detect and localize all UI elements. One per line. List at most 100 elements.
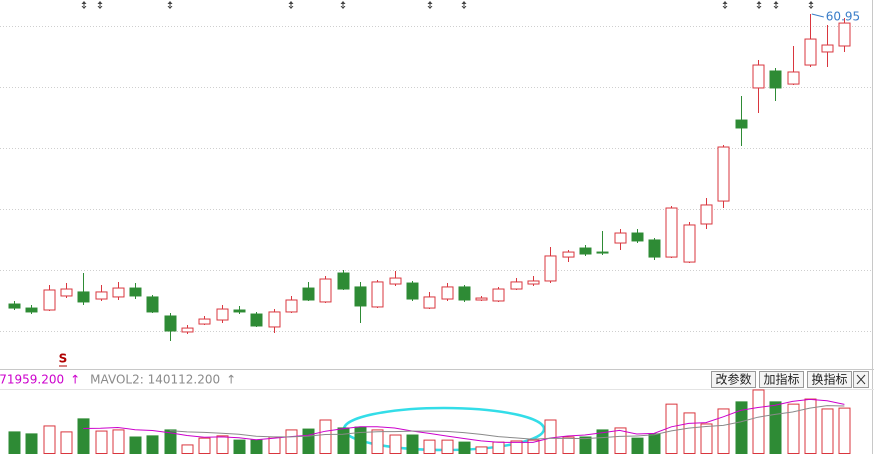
candle-body bbox=[752, 64, 765, 89]
volume-bar bbox=[77, 418, 90, 454]
candle-body bbox=[735, 119, 748, 129]
event-marker bbox=[97, 1, 103, 9]
candle-body bbox=[717, 146, 730, 202]
candle-body bbox=[268, 311, 281, 328]
candle-body bbox=[648, 239, 661, 258]
volume-bar bbox=[319, 419, 332, 454]
volume-bar bbox=[250, 439, 263, 454]
candle-body bbox=[319, 278, 332, 303]
event-marker bbox=[340, 1, 346, 9]
volume-bar bbox=[60, 431, 73, 454]
candle-body bbox=[129, 287, 142, 297]
candle-body bbox=[527, 280, 540, 285]
volume-bar bbox=[648, 433, 661, 454]
ma-legend: OL1: 171959.200 bbox=[0, 373, 64, 387]
volume-bar bbox=[441, 439, 454, 454]
candle-body bbox=[544, 255, 557, 282]
volume-bar bbox=[700, 423, 713, 454]
volume-bar bbox=[683, 412, 696, 454]
candle-body bbox=[302, 287, 315, 301]
candle-body bbox=[838, 22, 851, 47]
volume-bar bbox=[838, 407, 851, 454]
volume-bar bbox=[458, 441, 471, 454]
volume-bar bbox=[268, 436, 281, 454]
indicator-button[interactable] bbox=[759, 371, 804, 388]
candle-body bbox=[389, 277, 402, 285]
candle-body bbox=[164, 315, 177, 332]
candle-body bbox=[95, 291, 108, 300]
volume-bar bbox=[389, 434, 402, 454]
volume-bar bbox=[406, 434, 419, 454]
candle-body bbox=[146, 296, 159, 313]
volume-bar bbox=[423, 439, 436, 454]
event-marker bbox=[722, 1, 728, 9]
close-x bbox=[856, 374, 866, 385]
volume-bar bbox=[492, 441, 505, 454]
candle-body bbox=[458, 286, 471, 301]
volume-bar bbox=[25, 433, 38, 454]
candle-body bbox=[371, 281, 384, 308]
volume-bar bbox=[181, 444, 194, 454]
candle-body bbox=[614, 232, 627, 244]
event-marker bbox=[461, 1, 467, 9]
volume-bar bbox=[8, 431, 21, 454]
candle-body bbox=[579, 247, 592, 255]
candle-body bbox=[233, 309, 246, 313]
candle-body bbox=[337, 272, 350, 290]
volume-bar bbox=[146, 435, 159, 454]
volume-bar bbox=[198, 437, 211, 454]
candle-body bbox=[821, 44, 834, 53]
volume-bar bbox=[354, 426, 367, 454]
event-marker bbox=[773, 1, 779, 9]
volume-bar bbox=[769, 401, 782, 454]
volume-bar bbox=[216, 435, 229, 454]
candle-body bbox=[406, 282, 419, 300]
max-price-label: 60.95 bbox=[826, 10, 860, 24]
candle-body bbox=[250, 313, 263, 327]
indicator-buttons: 改参数 加指标 换指标 bbox=[711, 371, 852, 388]
volume-bar bbox=[821, 408, 834, 454]
candle-body bbox=[700, 204, 713, 225]
event-marker bbox=[808, 1, 814, 9]
candle-body bbox=[60, 288, 73, 297]
ma-arrow: ↑ bbox=[70, 373, 80, 387]
indicator-button-label[interactable]: 改参数 bbox=[715, 372, 751, 387]
indicator-button-label[interactable]: 换指标 bbox=[811, 372, 847, 387]
ma-line bbox=[83, 398, 845, 443]
candle-body bbox=[631, 232, 644, 242]
volume-bar bbox=[112, 429, 125, 454]
candle-body bbox=[285, 299, 298, 313]
candle-body bbox=[8, 303, 21, 309]
event-marker bbox=[81, 1, 87, 9]
event-marker bbox=[427, 1, 433, 9]
candle-body bbox=[596, 251, 609, 254]
event-marker bbox=[167, 1, 173, 9]
volume-bar bbox=[233, 439, 246, 454]
candle-body bbox=[769, 70, 782, 89]
volume-bar bbox=[129, 436, 142, 454]
volume-bar bbox=[752, 389, 765, 454]
candle-body bbox=[77, 291, 90, 303]
candle-body bbox=[665, 207, 678, 258]
volume-bar bbox=[562, 436, 575, 454]
max-pointer bbox=[811, 13, 824, 18]
volume-bar bbox=[371, 429, 384, 454]
candle-body bbox=[562, 251, 575, 258]
signal-mark: S bbox=[59, 352, 68, 366]
candle-body bbox=[510, 281, 523, 290]
candle-body bbox=[216, 308, 229, 321]
close-button[interactable] bbox=[853, 371, 869, 388]
candle-body bbox=[787, 71, 800, 85]
candle-body bbox=[492, 288, 505, 302]
volume-bar bbox=[285, 429, 298, 454]
candle-body bbox=[25, 307, 38, 313]
indicator-button-label[interactable]: 加指标 bbox=[763, 372, 799, 387]
indicator-button[interactable] bbox=[711, 371, 756, 388]
candle-body bbox=[198, 318, 211, 325]
ma-arrow: ↑ bbox=[226, 373, 236, 387]
volume-bar bbox=[631, 437, 644, 454]
indicator-button[interactable] bbox=[807, 371, 852, 388]
volume-bar bbox=[544, 419, 557, 454]
candle-body bbox=[423, 296, 436, 309]
